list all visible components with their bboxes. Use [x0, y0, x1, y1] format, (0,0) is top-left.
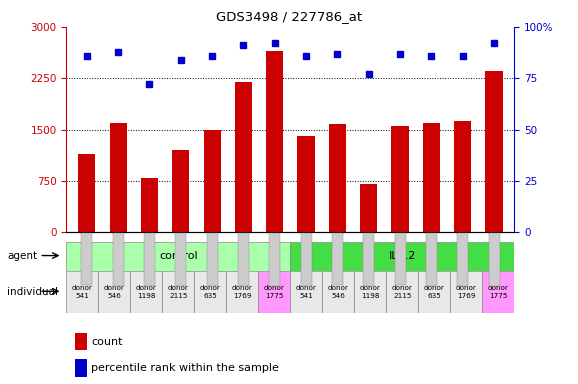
Bar [391, 126, 409, 232]
Bar [360, 184, 377, 232]
Bar [75, 333, 87, 350]
Bar [110, 123, 127, 232]
Text: donor
541: donor 541 [296, 285, 317, 299]
Text: agent: agent [7, 251, 37, 261]
Bar [450, 271, 483, 313]
Text: donor
546: donor 546 [328, 285, 349, 299]
Bar [290, 242, 514, 271]
Text: donor
1769: donor 1769 [456, 285, 477, 299]
Bar [78, 154, 95, 232]
Bar [227, 271, 258, 313]
Bar [418, 271, 450, 313]
Bar [141, 177, 158, 232]
Bar [235, 82, 252, 232]
Text: count: count [91, 337, 123, 347]
Bar [423, 123, 440, 232]
Text: donor
1198: donor 1198 [360, 285, 381, 299]
Text: donor
635: donor 635 [200, 285, 221, 299]
Bar [266, 51, 283, 232]
Bar [486, 71, 503, 232]
Bar [203, 130, 221, 232]
Bar [172, 150, 190, 232]
Text: donor
2115: donor 2115 [392, 285, 413, 299]
Bar [354, 271, 387, 313]
Text: percentile rank within the sample: percentile rank within the sample [91, 363, 279, 373]
Text: GDS3498 / 227786_at: GDS3498 / 227786_at [216, 10, 362, 23]
Text: donor
1775: donor 1775 [264, 285, 285, 299]
Bar [131, 271, 162, 313]
Bar [298, 136, 315, 232]
Bar [454, 121, 471, 232]
Text: donor
541: donor 541 [72, 285, 93, 299]
Bar [194, 271, 227, 313]
Bar [323, 271, 354, 313]
Text: control: control [159, 251, 198, 262]
Text: IL-12: IL-12 [389, 251, 416, 262]
Text: donor
2115: donor 2115 [168, 285, 189, 299]
Text: donor
1769: donor 1769 [232, 285, 253, 299]
Bar [387, 271, 418, 313]
Bar [483, 271, 514, 313]
Bar [98, 271, 131, 313]
Bar [290, 271, 323, 313]
Bar [66, 242, 290, 271]
Text: individual: individual [7, 287, 58, 297]
Text: donor
546: donor 546 [104, 285, 125, 299]
Bar [162, 271, 194, 313]
Bar [329, 124, 346, 232]
Bar [66, 271, 98, 313]
Text: donor
1775: donor 1775 [488, 285, 509, 299]
Bar [75, 359, 87, 377]
Text: donor
1198: donor 1198 [136, 285, 157, 299]
Text: donor
635: donor 635 [424, 285, 445, 299]
Bar [258, 271, 291, 313]
